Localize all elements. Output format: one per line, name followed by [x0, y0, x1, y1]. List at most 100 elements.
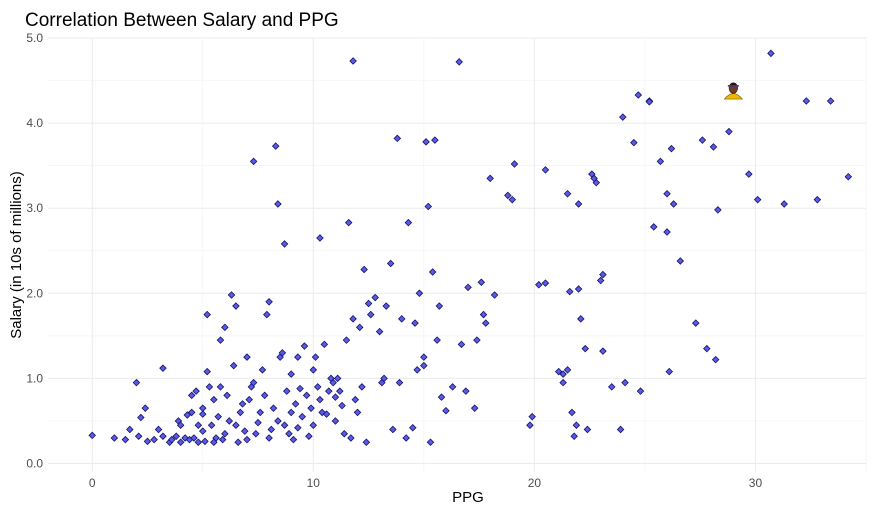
data-point: [395, 378, 404, 387]
data-point: [709, 143, 718, 151]
data-point: [265, 434, 273, 442]
data-point: [745, 170, 753, 178]
y-tick-label: 5.0: [26, 31, 43, 45]
data-point: [205, 383, 214, 391]
data-point: [309, 421, 318, 429]
y-tick-label: 0.0: [26, 456, 43, 470]
data-point: [88, 431, 96, 440]
data-point: [411, 319, 419, 327]
data-point: [159, 432, 167, 441]
data-point: [420, 361, 428, 370]
data-point: [243, 435, 251, 444]
data-point: [767, 49, 775, 58]
data-point: [663, 228, 671, 236]
chart-title: Correlation Between Salary and PPG: [25, 10, 339, 31]
data-point: [462, 387, 470, 395]
data-point: [263, 310, 271, 319]
data-point: [572, 421, 581, 429]
data-point: [389, 425, 397, 434]
data-point: [714, 206, 722, 214]
data-point: [307, 404, 315, 412]
data-point: [599, 270, 607, 279]
x-tick-label: 20: [528, 476, 542, 490]
grid-lines: [48, 37, 867, 472]
data-point: [243, 353, 251, 361]
data-point: [212, 434, 220, 442]
data-point: [409, 423, 417, 432]
data-point: [121, 435, 130, 444]
data-point: [358, 383, 366, 391]
data-point: [375, 327, 384, 336]
data-point: [187, 391, 196, 400]
data-point: [351, 395, 360, 404]
data-point: [285, 429, 293, 438]
data-point: [187, 408, 196, 417]
data-point: [267, 425, 276, 434]
data-point: [528, 412, 536, 421]
data-point: [347, 434, 355, 442]
data-point: [813, 195, 822, 204]
data-point: [298, 412, 307, 421]
data-point: [194, 438, 203, 446]
data-point: [420, 353, 428, 361]
data-point: [645, 98, 654, 106]
data-point: [490, 291, 499, 299]
data-point: [355, 323, 364, 332]
data-point: [340, 429, 349, 438]
data-point: [577, 315, 585, 323]
data-point: [541, 166, 550, 174]
x-axis-ticks: 0 10 20 30: [89, 476, 763, 490]
data-point: [287, 408, 295, 417]
data-point: [508, 195, 517, 204]
data-point: [254, 418, 262, 427]
data-point: [316, 395, 324, 404]
data-point: [510, 160, 519, 168]
x-tick-label: 30: [749, 476, 763, 490]
data-point: [198, 410, 207, 418]
data-point: [559, 370, 567, 378]
data-point: [278, 349, 287, 357]
data-point: [294, 423, 302, 432]
data-point: [541, 279, 550, 287]
data-point: [283, 387, 291, 395]
data-point: [291, 400, 300, 408]
data-point: [194, 421, 203, 429]
data-point: [581, 344, 589, 353]
data-point: [238, 400, 247, 408]
data-point: [260, 391, 269, 400]
data-point: [568, 408, 576, 417]
data-point: [172, 432, 180, 441]
y-tick-label: 2.0: [26, 286, 43, 300]
y-axis-ticks: 0.0 1.0 2.0 3.0 4.0 5.0: [26, 31, 43, 470]
x-tick-label: 10: [307, 476, 321, 490]
data-point: [676, 257, 685, 265]
data-point: [311, 353, 320, 361]
data-point: [596, 276, 605, 285]
jersey-shape: [723, 93, 743, 100]
data-point: [360, 265, 368, 274]
data-point: [296, 384, 304, 393]
data-point: [422, 138, 430, 146]
data-point: [216, 336, 225, 344]
data-point: [413, 366, 421, 374]
data-point: [203, 310, 211, 319]
x-tick-label: 0: [89, 476, 96, 490]
data-point: [563, 366, 572, 374]
data-point: [583, 425, 592, 434]
data-point: [333, 374, 342, 383]
data-point: [154, 425, 163, 434]
data-point: [473, 336, 481, 344]
data-point: [402, 434, 410, 442]
data-point: [331, 417, 340, 425]
data-point: [316, 234, 324, 242]
data-point: [265, 298, 273, 306]
data-point: [236, 408, 245, 417]
y-tick-label: 4.0: [26, 116, 43, 130]
data-point: [289, 435, 298, 444]
data-point: [448, 383, 457, 391]
data-point: [271, 142, 280, 150]
data-point: [190, 434, 198, 442]
data-point: [331, 393, 340, 401]
data-point: [570, 432, 578, 441]
data-point: [433, 336, 441, 344]
